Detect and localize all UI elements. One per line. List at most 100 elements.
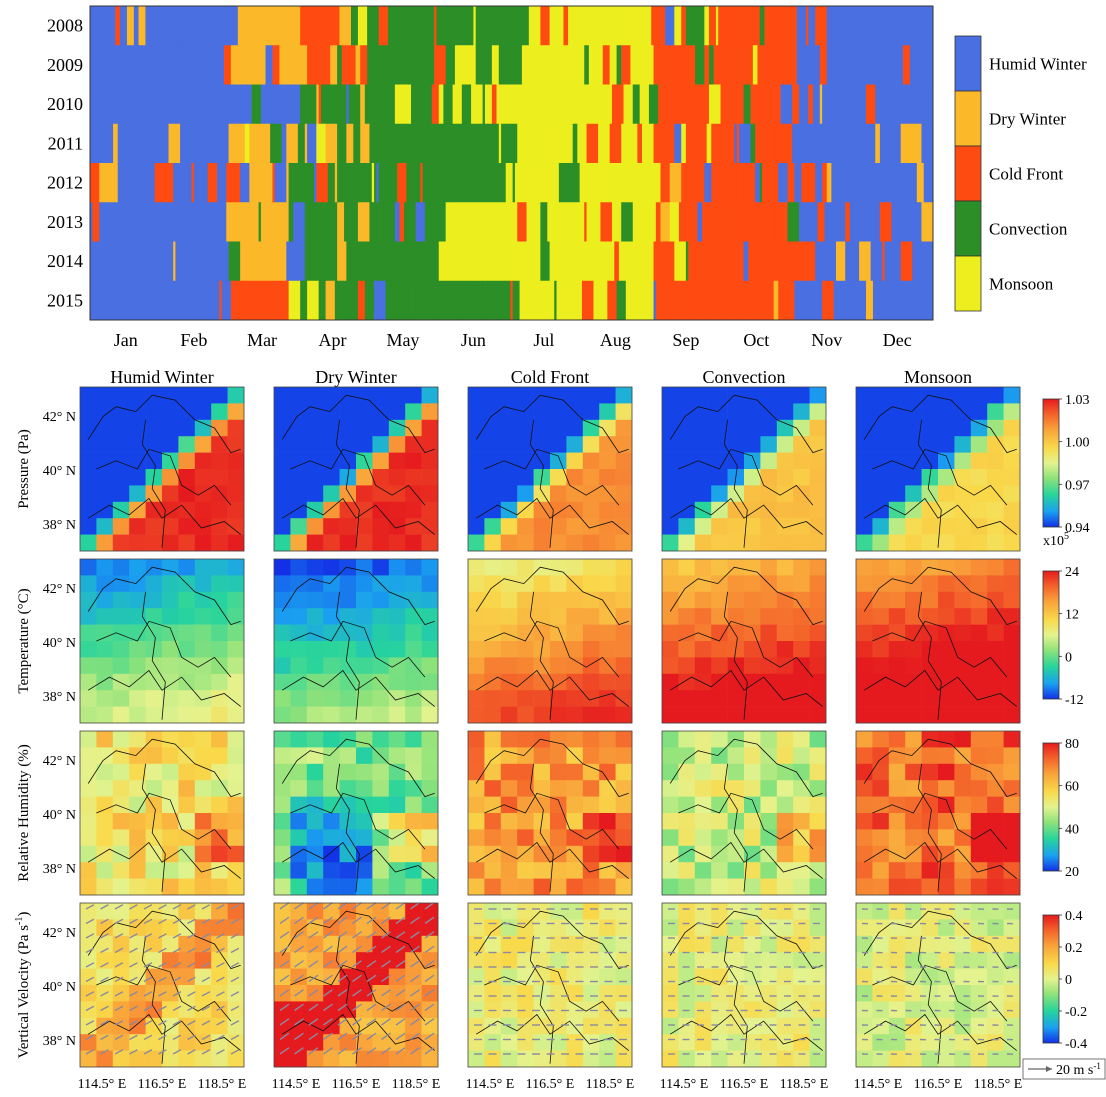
- map-grid-cell: [776, 813, 794, 830]
- map-grid-cell: [178, 452, 196, 470]
- wind-scale-key: 20 m s-1: [1022, 1058, 1106, 1080]
- map-grid-cell: [517, 935, 534, 953]
- map-grid-cell: [987, 862, 1004, 879]
- regime-day-block: [330, 84, 338, 125]
- map-grid-cell: [599, 1001, 616, 1019]
- map-grid-cell: [938, 1034, 955, 1051]
- regime-day-block: [140, 280, 149, 321]
- regime-day-block: [487, 280, 490, 321]
- wind-vector: [352, 974, 362, 983]
- regime-day-block: [621, 123, 629, 164]
- map-grid-cell: [938, 436, 955, 453]
- map-grid-cell: [566, 935, 584, 953]
- map-grid-cell: [938, 903, 955, 920]
- wind-vector: [279, 974, 290, 983]
- map-grid-cell: [405, 1001, 422, 1019]
- map-grid-cell: [145, 968, 163, 986]
- map-grid-cell: [954, 452, 972, 470]
- map-grid-cell: [484, 485, 502, 503]
- wind-vector: [323, 1018, 333, 1026]
- regime-day-block: [752, 6, 761, 46]
- map-grid-cell: [405, 485, 422, 503]
- map-grid-cell: [711, 575, 728, 593]
- map-grid-cell: [129, 469, 146, 486]
- map-grid-cell: [323, 1050, 340, 1068]
- map-panel-frame: [79, 558, 245, 724]
- wind-vector: [381, 931, 391, 939]
- regime-day-block: [517, 6, 530, 46]
- month-label: Mar: [247, 330, 277, 350]
- map-grid-cell: [809, 731, 827, 748]
- map-grid-cell: [744, 452, 761, 470]
- map-grid-cell: [662, 903, 679, 920]
- map-grid-cell: [484, 813, 502, 830]
- map-grid-cell: [921, 403, 939, 421]
- map-grid-cell: [388, 985, 406, 1002]
- province-border: [723, 419, 748, 548]
- map-grid-cell: [872, 731, 890, 748]
- map-grid-cell: [129, 575, 146, 593]
- regime-day-block: [593, 202, 597, 242]
- map-grid-cell: [987, 518, 1004, 535]
- map-grid-cell: [970, 534, 988, 552]
- wind-vector: [352, 931, 362, 939]
- map-grid-cell: [872, 935, 890, 953]
- wind-vector: [216, 962, 225, 968]
- wind-vector: [323, 1003, 333, 1012]
- map-grid-cell: [694, 845, 712, 863]
- regime-day-block: [711, 280, 717, 321]
- regime-day-block: [623, 84, 634, 125]
- wind-vector: [100, 1034, 109, 1041]
- regime-row: [90, 84, 934, 125]
- map-grid-cell: [615, 952, 633, 969]
- map-grid-cell: [306, 845, 324, 863]
- regime-day-block: [614, 6, 617, 46]
- regime-day-block: [484, 202, 490, 242]
- map-grid-cell: [776, 591, 794, 609]
- regime-day-block: [778, 280, 788, 321]
- regime-day-block: [297, 123, 306, 164]
- map-grid-cell: [533, 673, 551, 691]
- map-grid-cell: [129, 534, 146, 552]
- map-grid-cell: [987, 608, 1004, 625]
- map-grid-cell: [711, 436, 728, 453]
- wind-vector: [187, 1049, 196, 1055]
- map-grid-cell: [80, 1034, 97, 1051]
- wind-vector: [395, 916, 406, 925]
- map-grid-cell: [615, 845, 633, 863]
- regime-day-block: [812, 280, 823, 321]
- regime-day-block: [591, 84, 604, 125]
- regime-day-block: [406, 6, 417, 46]
- latitude-tick-label: 40° N: [43, 808, 76, 823]
- map-grid-cell: [388, 591, 406, 609]
- map-grid-cell: [662, 763, 679, 781]
- map-grid-cell: [129, 935, 146, 953]
- map-grid-cell: [388, 747, 406, 765]
- map-grid-cell: [970, 641, 988, 658]
- map-grid-cell: [582, 641, 600, 658]
- map-grid-cell: [194, 862, 212, 879]
- map-grid-cell: [809, 796, 827, 814]
- map-grid-cell: [306, 673, 324, 691]
- map-grid-cell: [760, 419, 778, 437]
- map-grid-cell: [405, 469, 422, 486]
- map-grid-cell: [744, 731, 761, 748]
- regime-day-block: [805, 6, 809, 46]
- regime-day-block: [436, 202, 447, 242]
- map-grid-cell: [938, 706, 955, 724]
- longitude-tick-label: 118.5° E: [392, 1077, 441, 1092]
- map-grid-cell: [178, 501, 196, 519]
- map-grid-cell: [372, 968, 390, 986]
- map-grid-cell: [938, 731, 955, 748]
- map-grid-cell: [80, 845, 97, 863]
- map-grid-cell: [793, 485, 810, 503]
- wind-vector: [187, 1034, 196, 1041]
- map-grid-cell: [694, 747, 712, 765]
- map-grid-cell: [550, 763, 567, 781]
- wind-vector: [352, 916, 362, 925]
- map-grid-cell: [162, 780, 179, 797]
- map-grid-cell: [856, 878, 873, 896]
- colorbar-gradient: [1042, 398, 1060, 528]
- regime-day-block: [792, 123, 798, 164]
- map-grid-cell: [776, 903, 794, 920]
